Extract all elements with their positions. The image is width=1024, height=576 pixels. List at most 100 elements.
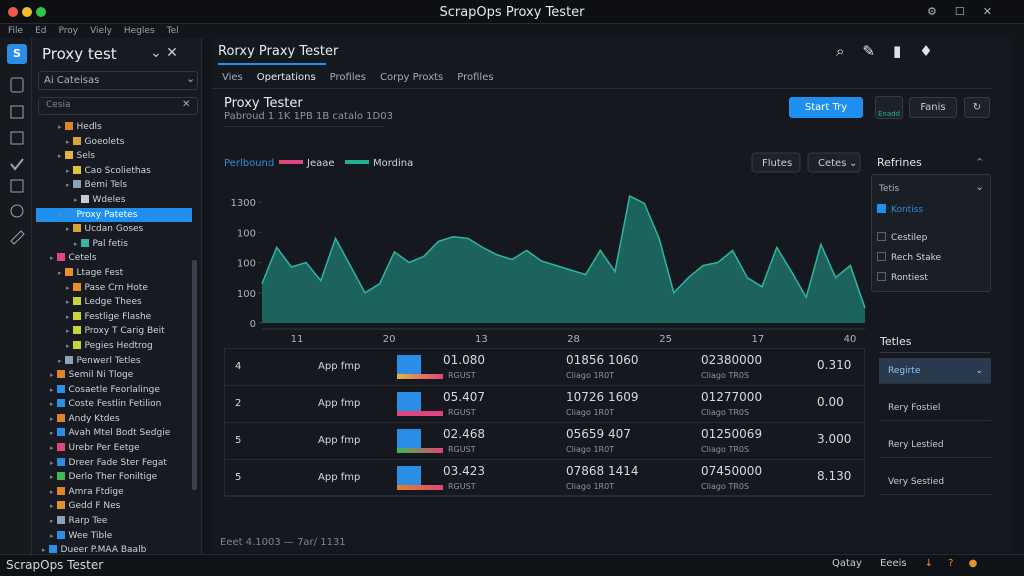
tab[interactable]: Corpy Proxts [379, 72, 444, 83]
cell-value: 05.407 [443, 390, 485, 404]
tree-item[interactable]: ▸ Andy Ktdes [36, 412, 192, 427]
table-row[interactable]: 2 App fmp 05.407 RGUST 10726 1609 Cliago 1R0T… [225, 386, 864, 423]
list-item[interactable]: Rery Lestied [879, 432, 991, 458]
tree-item[interactable]: ▸ Goeolets [36, 135, 192, 150]
icon[interactable] [10, 230, 25, 245]
tree-item[interactable]: ▸ Amra Ftdige [36, 485, 192, 500]
tree-icon [56, 472, 65, 481]
scrollbar [192, 260, 197, 490]
menu-item[interactable]: Ed [35, 26, 47, 36]
tab[interactable]: Opertations [256, 72, 316, 83]
list-item[interactable]: Rery Fostiel [879, 395, 991, 421]
tree-item[interactable]: ▸ Hedls [36, 120, 192, 135]
sidebar-search[interactable] [38, 97, 198, 115]
status-items: Qatay Eeeis ↓ ? ● [832, 558, 983, 569]
filter-label: Rontiest [891, 273, 928, 283]
tab[interactable]: Vies [222, 72, 243, 83]
list-item[interactable]: Regirte ⌄ [879, 358, 991, 384]
tree-item[interactable]: ▸ Rarp Tee [36, 514, 192, 529]
close-dot[interactable] [8, 7, 18, 17]
tree-item[interactable]: ▸ Cetels [36, 251, 192, 266]
status-item[interactable]: Eeeis [879, 558, 907, 569]
app-logo[interactable]: S [7, 44, 27, 64]
tree-item[interactable]: ▸ Avah Mtel Bodt Sedgie [36, 426, 192, 441]
status-item[interactable]: Qatay [832, 558, 862, 569]
tree-item[interactable]: ▸ Festlige Flashe [36, 310, 192, 325]
menu-item[interactable]: Proy [58, 26, 79, 36]
tree-item[interactable]: ▸ Gedd F Nes [36, 499, 192, 514]
tree-icon [72, 165, 81, 174]
tree-icon [56, 413, 65, 422]
tree-item[interactable]: ▸ Wee Tible [36, 529, 192, 544]
status-icons[interactable]: ↓ ? ● [924, 558, 984, 569]
chart-control[interactable] [751, 152, 801, 173]
icon[interactable] [10, 158, 24, 171]
tree-item[interactable]: ▸ Urebr Per Eetge [36, 441, 192, 456]
icon[interactable] [10, 179, 24, 193]
tree-item[interactable]: ▸ Dreer Fade Ster Fegat [36, 456, 192, 471]
table-row[interactable]: 5 App fmp 02.468 RGUST 05659 407 Cliago 1R0T 0… [225, 423, 864, 460]
tree-item[interactable]: ▸ Coste Festlin Fetilion [36, 397, 192, 412]
tree-item[interactable]: ▸ Derlo Ther Foniltige [36, 470, 192, 485]
right-dropdown[interactable]: Tetis [879, 184, 900, 194]
tree-item[interactable]: ▸ Proxy T Carig Beit [36, 324, 192, 339]
min-dot[interactable] [22, 7, 32, 17]
tree-item[interactable]: ▸ Cosaetle Feorlalinge [36, 383, 192, 398]
filter-item[interactable]: Rontiest [877, 270, 941, 290]
tab[interactable]: Profiles [457, 72, 494, 83]
icon[interactable] [10, 105, 24, 119]
table-row[interactable]: 5 App fmp 03.423 RGUST 07868 1414 Cliago 1R0T… [225, 460, 864, 497]
chart-control[interactable] [807, 152, 861, 173]
tree-item[interactable]: ▸ Ledge Thees [36, 295, 192, 310]
tree-icon [80, 194, 89, 203]
tree-icon [64, 267, 73, 276]
filter-item[interactable]: Cestilep [877, 230, 941, 250]
max-dot[interactable] [36, 7, 46, 17]
search-close[interactable]: ✕ [182, 99, 191, 110]
tree-item[interactable]: ▸ Proxy Patetes [36, 207, 192, 223]
y-tick-label: 100 [237, 228, 256, 239]
table-row[interactable]: 4 App fmp 01.080 RGUST 01856 1060 Cliago 1R0T… [225, 349, 864, 386]
enadd-button[interactable]: Enadd [875, 96, 903, 119]
legend-label: Mordina [373, 158, 413, 169]
menu-item[interactable]: Hegles [123, 26, 155, 36]
tree-item[interactable]: ▸ Pal fetis [36, 237, 192, 252]
refresh-button[interactable]: ↻ [964, 97, 990, 118]
menu-item[interactable]: Viely [90, 26, 112, 36]
tree-item[interactable]: ▸ Wdeles [36, 193, 192, 208]
start-button[interactable]: Start Try [789, 97, 863, 118]
tree-item[interactable]: ▸ Bemi Tels [36, 178, 192, 193]
tree-caret: ▸ [50, 385, 54, 394]
chart: Perlbound Jeaae Mordina Flutes Cetes ⌄ 0 100 100… [224, 152, 866, 345]
tree-icon [72, 136, 81, 145]
tree-item[interactable]: ▸ Semil Ni Tloge [36, 368, 192, 383]
tree-item[interactable]: ▸ Pegies Hedtrog [36, 339, 192, 354]
tree-item[interactable]: ▸ Cao Scoliethas [36, 164, 192, 179]
fanis-button[interactable]: Fanis [909, 97, 957, 118]
sidebar-dropdown[interactable] [38, 71, 198, 90]
icon[interactable] [10, 204, 24, 218]
cell-value: 02380000 [701, 353, 763, 367]
icon[interactable] [10, 77, 24, 93]
list-item[interactable]: Very Sestied [879, 469, 991, 495]
tree-item[interactable]: ▸ Dueer P.MAA Baalb [36, 543, 192, 558]
tree-item[interactable]: ▸ Penwerl Tetles [36, 354, 192, 369]
window-controls[interactable]: ⚙☐✕ [927, 5, 1010, 18]
icon[interactable] [10, 131, 24, 145]
list-caret: ⌄ [975, 366, 983, 376]
cell-value: 01.080 [443, 353, 485, 367]
tree-item[interactable]: ▸ Ucdan Goses [36, 222, 192, 237]
tree-item[interactable]: ▸ Pase Crn Hote [36, 281, 192, 296]
cell-sub: Cliago TR0S [701, 408, 750, 417]
tree-item[interactable]: ▸ Sels [36, 149, 192, 164]
tab[interactable]: Profiles [329, 72, 366, 83]
tree-item[interactable]: ▸ Ltage Fest [36, 266, 192, 281]
toolbar-icons[interactable]: ⌕✎▮♦ [836, 42, 951, 60]
filter-item[interactable]: Rech Stake [877, 250, 941, 270]
tree-caret: ▸ [66, 181, 70, 190]
menu-item[interactable]: File [8, 26, 24, 36]
cell-value: 01250069 [701, 427, 763, 441]
filter-item[interactable]: Kontiss [877, 202, 941, 222]
sidebar-actions[interactable]: ⌄ ✕ [150, 45, 178, 61]
menu-item[interactable]: Tel [166, 26, 179, 36]
